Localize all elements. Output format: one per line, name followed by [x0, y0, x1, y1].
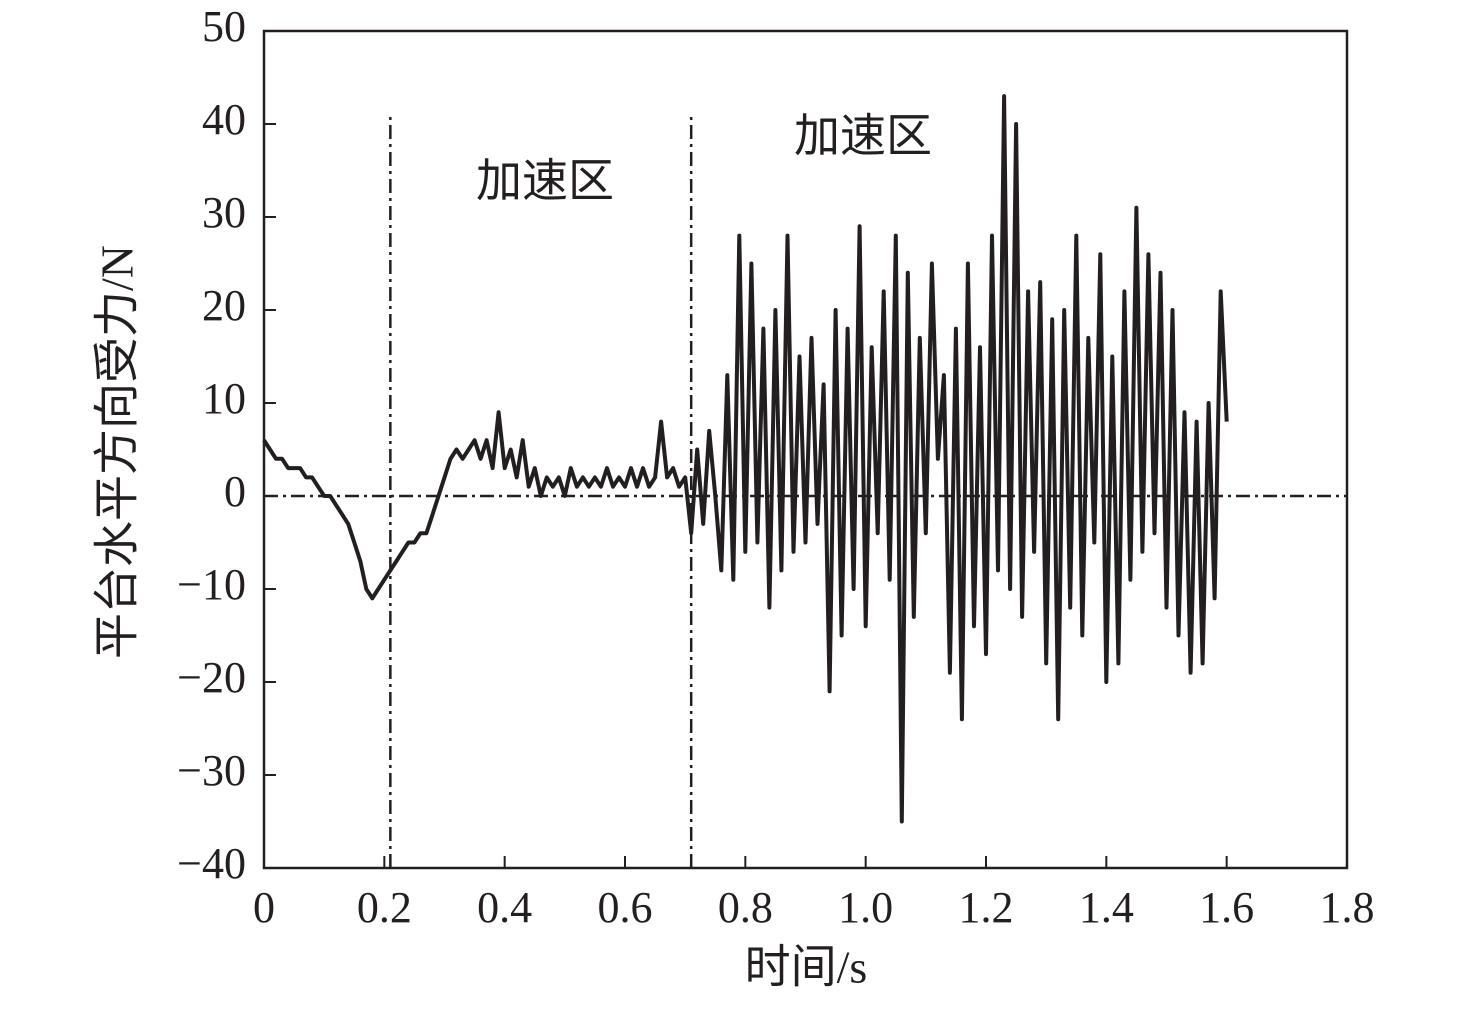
y-tick-label: 20	[202, 281, 246, 330]
x-tick-label: 0.4	[477, 883, 532, 932]
x-tick-label: 1.2	[959, 883, 1014, 932]
force-line	[262, 94, 1229, 824]
y-tick-label: 30	[202, 188, 246, 237]
x-tick-label: 0.2	[357, 883, 412, 932]
x-tick-label: 1.0	[838, 883, 893, 932]
annotation: 加速区	[476, 156, 614, 207]
y-axis-label: 平台水平方向受力/N	[92, 245, 143, 659]
x-tick-label: 1.8	[1320, 883, 1375, 932]
x-axis-label: 时间/s	[745, 942, 868, 993]
y-tick-label: 40	[202, 95, 246, 144]
x-tick-label: 0.8	[718, 883, 773, 932]
y-tick-label: 0	[224, 467, 246, 516]
y-tick-label: −10	[177, 560, 246, 609]
y-tick-label: 10	[202, 374, 246, 423]
x-tick-label: 1.4	[1079, 883, 1134, 932]
y-tick-label: −30	[177, 746, 246, 795]
y-tick-label: −20	[177, 653, 246, 702]
y-tick-label: 50	[202, 2, 246, 51]
x-tick-label: 0	[253, 883, 275, 932]
annotation: 加速区	[794, 111, 932, 162]
y-tick-label: −40	[177, 839, 246, 888]
x-tick-label: 1.6	[1199, 883, 1254, 932]
plot-frame	[262, 29, 1349, 870]
x-tick-label: 0.6	[598, 883, 653, 932]
